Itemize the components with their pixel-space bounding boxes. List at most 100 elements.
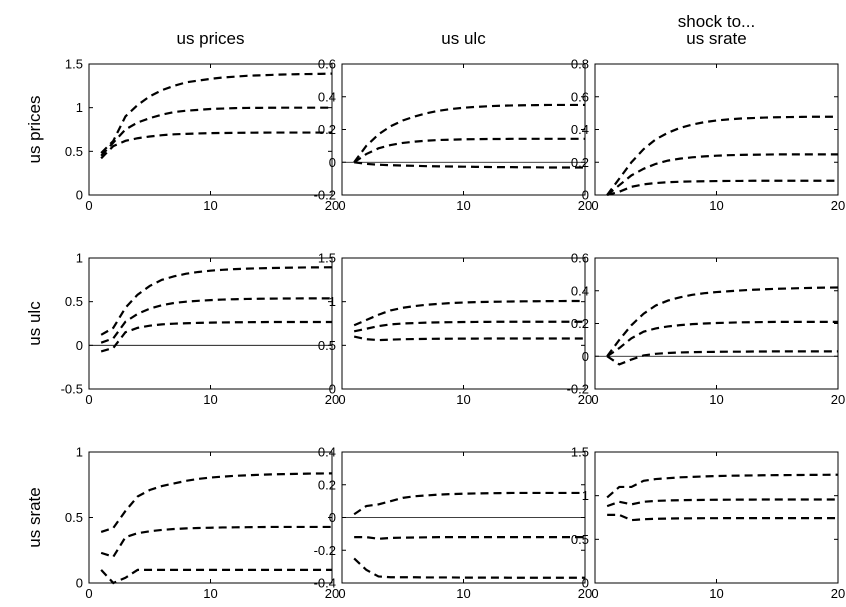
y-tick-label: 0.4 [318,445,336,460]
series-line [606,115,838,196]
y-tick-label: 1 [329,294,336,309]
series-line [100,568,332,585]
series-line [353,299,585,327]
series-line [606,320,838,358]
y-tick-label: 0 [76,188,83,203]
x-tick-label: 0 [591,586,598,601]
y-tick-label: 0 [76,576,83,591]
x-tick-label: 10 [709,586,723,601]
column-title: us prices [176,29,244,48]
y-tick-label: 0.5 [571,532,589,547]
y-tick-label: 1.5 [65,57,83,72]
x-tick-label: 0 [85,392,92,407]
series-line [606,498,838,508]
y-tick-label: -0.2 [314,543,336,558]
x-tick-label: 10 [203,392,217,407]
x-tick-label: 20 [325,392,339,407]
x-tick-label: 10 [456,392,470,407]
panel: 0 10 20 0 0.5 1 [65,445,339,602]
x-tick-label: 20 [578,392,592,407]
y-tick-label: 0 [582,188,589,203]
series-line [607,513,838,522]
series-line [353,557,585,579]
row-label: us ulc [25,301,44,346]
x-tick-label: 20 [831,586,845,601]
series-line [606,473,839,499]
x-tick-label: 0 [591,392,598,407]
series-line [353,103,585,163]
x-tick-label: 0 [338,392,345,407]
series-line [353,320,585,333]
series-line [100,106,332,157]
y-tick-label: 1 [76,100,83,115]
y-tick-label: 0 [329,155,336,170]
series-line [354,161,585,169]
axes-frame [88,451,333,584]
series-line [606,350,838,366]
x-tick-label: 20 [325,586,339,601]
x-tick-label: 0 [85,586,92,601]
y-tick-label: 0 [582,349,589,364]
series-line [100,266,333,336]
y-tick-label: 0.4 [318,89,336,104]
x-tick-label: 10 [709,198,723,213]
series-line [100,72,333,154]
y-tick-label: 0.4 [571,283,589,298]
y-tick-label: 0.5 [318,338,336,353]
y-tick-label: 0.2 [571,155,589,170]
x-tick-label: 0 [338,586,345,601]
series-line [606,286,839,357]
y-tick-label: 1.5 [571,445,589,460]
panel: 0 10 20-0.4-0.200.20.4 [314,445,593,602]
series-line [606,153,838,196]
panel: 0 10 20-0.500.51 [61,251,340,408]
series-line [353,491,585,516]
y-tick-label: -0.2 [314,188,336,203]
y-tick-label: -0.5 [61,382,83,397]
series-line [100,525,332,559]
series-line [353,335,585,342]
y-tick-label: 1 [76,251,83,266]
column-title: us ulc [441,29,486,48]
y-tick-label: 0.8 [571,57,589,72]
x-tick-label: 20 [325,198,339,213]
y-tick-label: 0.5 [65,144,83,159]
x-tick-label: 20 [578,198,592,213]
y-tick-label: 0.4 [571,122,589,137]
panel: 0 10 20 0 0.5 1 1.5 [65,57,339,214]
axes-frame [88,63,333,196]
y-tick-label: 0.2 [318,122,336,137]
y-tick-label: -0.2 [567,382,589,397]
x-tick-label: 0 [85,198,92,213]
y-tick-label: 0 [329,382,336,397]
x-tick-label: 0 [591,198,598,213]
panel: 0 10 20-0.200.20.40.6 [314,57,593,214]
column-titles: us prices us ulc shock to... us srate [176,12,755,48]
y-tick-label: 0.2 [318,477,336,492]
row-label: us prices [25,95,44,163]
y-tick-label: 1.5 [318,251,336,266]
x-tick-label: 0 [338,198,345,213]
x-tick-label: 20 [831,392,845,407]
y-tick-label: 0.6 [571,251,589,266]
panel: 0 10 20-0.200.20.40.6 [567,251,846,408]
series-line [100,131,332,160]
y-tick-label: 0.6 [318,57,336,72]
y-tick-label: 0 [582,576,589,591]
series-line [606,179,838,197]
series-line [100,297,332,344]
x-tick-label: 10 [456,198,470,213]
series-line [354,536,585,540]
series-line [353,137,585,164]
y-tick-label: 0.5 [65,294,83,309]
y-tick-label: 0.2 [571,316,589,331]
x-tick-label: 20 [578,586,592,601]
x-tick-label: 10 [203,198,217,213]
y-tick-label: -0.4 [314,576,336,591]
y-tick-label: 0.5 [65,510,83,525]
column-title: shock to... us srate [678,12,755,48]
row-labels: us prices us ulc us srate [25,95,44,547]
series-line [100,320,332,353]
